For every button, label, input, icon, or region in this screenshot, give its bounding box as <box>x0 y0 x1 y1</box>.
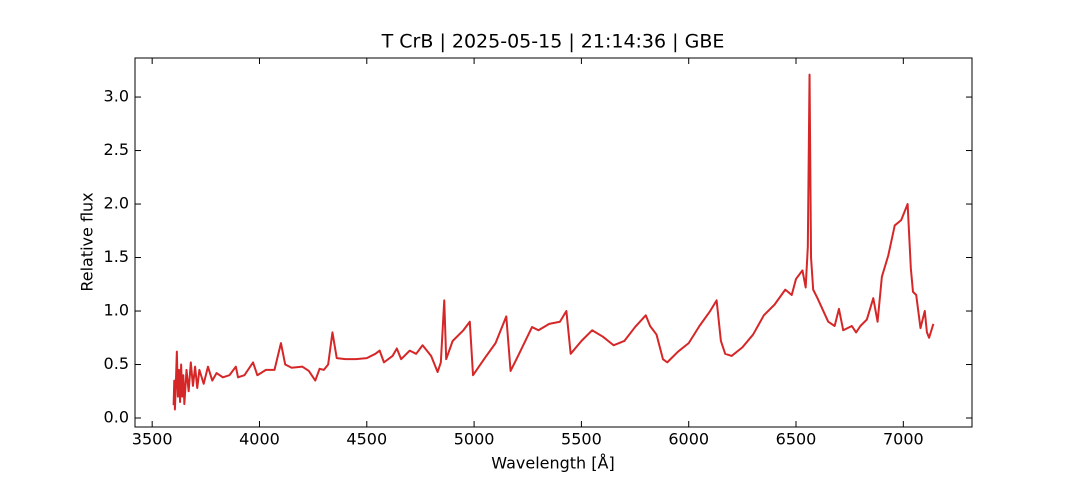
plot-frame <box>134 57 973 428</box>
x-tick-label: 4500 <box>346 430 387 449</box>
y-tick-label: 0.5 <box>104 354 129 373</box>
x-tick-label: 3500 <box>132 430 173 449</box>
chart-title: T CrB | 2025-05-15 | 21:14:36 | GBE <box>381 31 725 53</box>
x-tick-label: 5500 <box>561 430 602 449</box>
y-tick-label: 1.5 <box>104 247 129 266</box>
y-tick-label: 2.0 <box>104 194 129 213</box>
x-tick-label: 6000 <box>668 430 709 449</box>
y-tick-label: 1.0 <box>104 301 129 320</box>
x-axis-label: Wavelength [Å] <box>491 454 614 473</box>
y-axis-label: Relative flux <box>78 192 97 291</box>
x-tick-label: 6500 <box>776 430 817 449</box>
x-tick-label: 5000 <box>454 430 495 449</box>
y-tick-label: 0.0 <box>104 408 129 427</box>
y-tick-label: 3.0 <box>104 87 129 106</box>
x-tick-label: 7000 <box>883 430 924 449</box>
x-tick-label: 4000 <box>239 430 280 449</box>
spectrum-line <box>172 73 935 411</box>
y-tick-label: 2.5 <box>104 140 129 159</box>
